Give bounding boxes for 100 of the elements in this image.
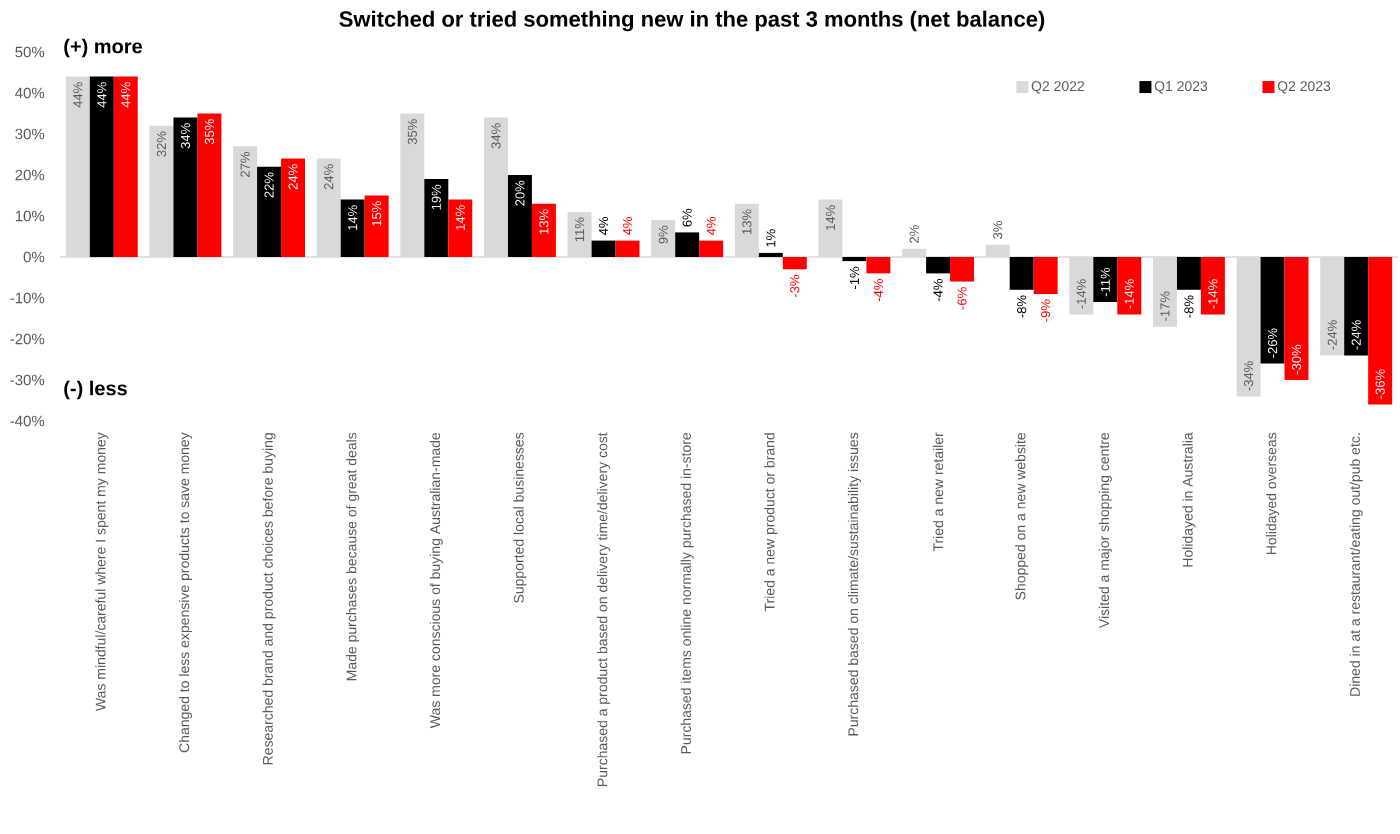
bar (1117, 256, 1142, 315)
x-tick-label: Changed to less expensive products to save money (178, 432, 192, 753)
bar (1200, 256, 1225, 315)
data-label: -26% (1267, 328, 1278, 358)
x-tick-label: Supported local businesses (513, 432, 527, 603)
bar (424, 179, 449, 257)
data-label: -30% (1291, 344, 1302, 375)
y-tick-label: 30% (15, 128, 45, 140)
data-label: 14% (825, 205, 836, 230)
x-tick-label: Purchased based on climate/sustainability issues (847, 432, 861, 736)
data-label: -4% (933, 279, 943, 302)
data-label: -9% (1041, 299, 1051, 322)
y-tick-label: 20% (15, 169, 45, 181)
data-label: 14% (455, 205, 465, 230)
bar (1176, 256, 1201, 290)
bar (1284, 256, 1309, 380)
bar (926, 256, 951, 274)
bar (89, 76, 114, 257)
bar (364, 195, 389, 257)
x-tick-label: Shopped on a new website (1015, 432, 1029, 600)
data-label: 32% (156, 131, 167, 157)
data-label: -14% (1076, 279, 1086, 309)
data-label: 1% (766, 229, 776, 247)
y-tick-label: 50% (15, 46, 45, 58)
data-label: 4% (622, 216, 633, 236)
data-label: 44% (121, 82, 131, 108)
bar (281, 158, 306, 257)
bar (173, 117, 198, 257)
bar (675, 232, 700, 257)
x-tick-label: Purchased a product based on delivery time/delivery cost (597, 432, 611, 786)
chart-title: Switched or tried something new in the past 3 months (net balance) (339, 10, 1045, 32)
bar (448, 199, 473, 257)
bar (866, 256, 891, 274)
data-label: -8% (1017, 295, 1027, 318)
data-label: 44% (97, 82, 107, 108)
data-label: -3% (790, 275, 800, 298)
y-tick-label: -40% (10, 415, 45, 427)
x-tick-label: Was mindful/careful where I spent my money (95, 432, 109, 711)
x-tick-label: Visited a major shopping centre (1098, 432, 1112, 629)
bar (615, 240, 640, 257)
bar (699, 240, 724, 257)
data-label: -1% (849, 266, 859, 289)
data-label: 19% (431, 184, 441, 210)
data-label: 2% (909, 225, 919, 243)
data-label: 34% (491, 123, 501, 149)
bar (257, 166, 282, 257)
data-label: 35% (407, 119, 417, 145)
data-label: -17% (1160, 291, 1170, 321)
bar (758, 252, 783, 257)
data-label: -34% (1243, 361, 1254, 391)
data-label: 24% (288, 164, 298, 190)
data-label: 22% (264, 172, 274, 198)
data-label: 11% (575, 217, 585, 242)
x-tick-label: Dined in at a restaurant/eating out/pub etc. (1349, 433, 1363, 696)
bar (1260, 256, 1285, 364)
bar (1033, 256, 1058, 294)
y-tick-label: -20% (10, 333, 45, 345)
x-tick-label: Made purchases because of great deals (346, 432, 360, 681)
x-tick-label: Was more conscious of buying Australian-made (429, 432, 443, 729)
annotation: (-) less (64, 380, 127, 400)
data-label: -11% (1100, 267, 1110, 297)
bar (842, 256, 867, 262)
data-label: 20% (515, 180, 525, 206)
data-label: 4% (599, 216, 609, 236)
y-tick-label: -30% (10, 374, 45, 386)
data-label: -24% (1327, 320, 1337, 350)
data-label: -24% (1351, 320, 1361, 350)
bar (197, 113, 222, 257)
data-label: 14% (348, 205, 358, 230)
data-label: 13% (539, 209, 549, 234)
bar (782, 256, 807, 270)
data-label: 3% (993, 221, 1003, 239)
x-tick-label: Tried a new product or brand (764, 433, 778, 612)
bar (113, 76, 138, 257)
bar (591, 240, 616, 257)
y-tick-label: -10% (10, 292, 45, 304)
bar (950, 256, 975, 282)
data-label: -36% (1375, 369, 1385, 399)
bar (1093, 256, 1118, 303)
bar (507, 175, 532, 257)
x-tick-label: Tried a new retailer (932, 432, 944, 552)
data-label: 6% (682, 208, 692, 227)
bar (1344, 256, 1369, 356)
y-tick-label: 10% (15, 210, 45, 222)
data-label: -14% (1208, 279, 1218, 309)
data-label: 9% (658, 225, 668, 244)
legend-label: Q2 2023 (1277, 81, 1331, 94)
y-tick-label: 40% (15, 87, 45, 99)
bar (531, 203, 556, 257)
bar (1009, 256, 1034, 290)
data-label: 35% (204, 119, 215, 145)
data-label: 27% (240, 152, 250, 177)
data-label: 44% (73, 82, 83, 108)
bar (1368, 256, 1393, 405)
data-label: 4% (706, 216, 716, 236)
data-label: -8% (1184, 295, 1194, 318)
y-tick-label: 0% (23, 251, 45, 263)
x-tick-label: Holidayed overseas (1266, 432, 1280, 555)
data-label: 13% (742, 209, 752, 234)
legend-label: Q2 2022 (1031, 81, 1085, 94)
